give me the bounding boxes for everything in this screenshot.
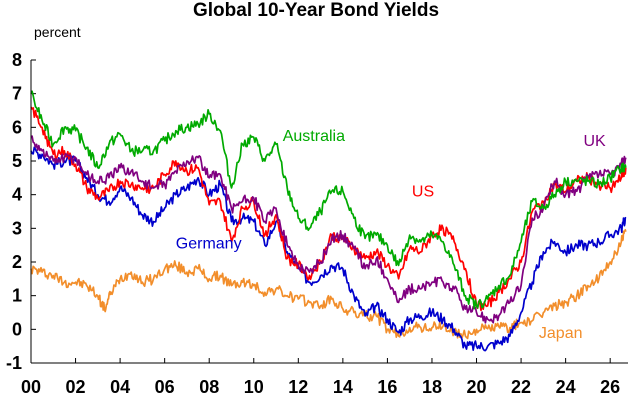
series-line-uk [30,135,627,324]
x-tick-label: 12 [288,377,308,397]
x-tick-label: 26 [600,377,620,397]
y-tick-label: 2 [12,252,22,272]
series-label-us: US [412,183,434,200]
series-label-germany: Germany [176,236,242,253]
y-tick-label: 8 [12,50,22,70]
series-label-australia: Australia [283,128,345,145]
y-tick-label: 4 [12,185,22,205]
y-tick-label: 5 [12,151,22,171]
x-tick-label: 20 [467,377,487,397]
y-tick-label: 1 [12,286,22,306]
x-tick-label: 18 [422,377,442,397]
series-line-japan [30,228,627,340]
x-tick-label: 04 [110,377,130,397]
series-label-uk: UK [583,133,606,150]
y-tick-label: 6 [12,117,22,137]
x-tick-label: 22 [511,377,531,397]
y-tick-label: 0 [12,319,22,339]
series-labels: Japan Germany US UK Australia [176,128,606,342]
series-lines [30,90,627,352]
x-tick-label: 06 [155,377,175,397]
x-tick-label: 02 [66,377,86,397]
chart-title: Global 10-Year Bond Yields [193,0,439,21]
x-tick-label: 10 [244,377,264,397]
x-tick-label: 08 [199,377,219,397]
series-line-us [30,106,627,312]
y-axis-unit-label: percent [34,24,81,40]
y-tick-label: 3 [12,218,22,238]
x-tick-label: 14 [333,377,353,397]
series-label-japan: Japan [539,325,583,342]
x-tick-label: 24 [556,377,576,397]
y-tick-label: 7 [12,84,22,104]
x-axis-ticks: 00 02 04 06 08 10 12 14 16 18 20 22 24 26 [21,358,620,397]
x-tick-label: 16 [377,377,397,397]
series-line-germany [30,146,627,352]
x-tick-label: 00 [21,377,41,397]
series-line-australia [30,90,627,310]
y-tick-label: -1 [6,353,22,373]
